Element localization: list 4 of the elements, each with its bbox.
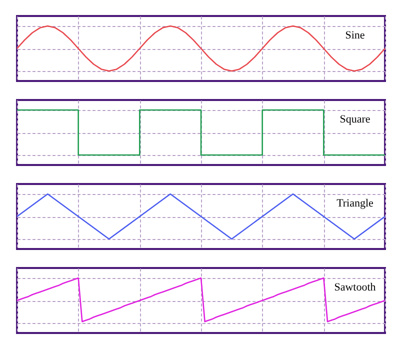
series-label: Square	[340, 114, 370, 126]
series-label: Triangle	[336, 198, 374, 210]
series-label: Sine	[345, 30, 365, 42]
series-label: Sawtooth	[334, 282, 376, 294]
